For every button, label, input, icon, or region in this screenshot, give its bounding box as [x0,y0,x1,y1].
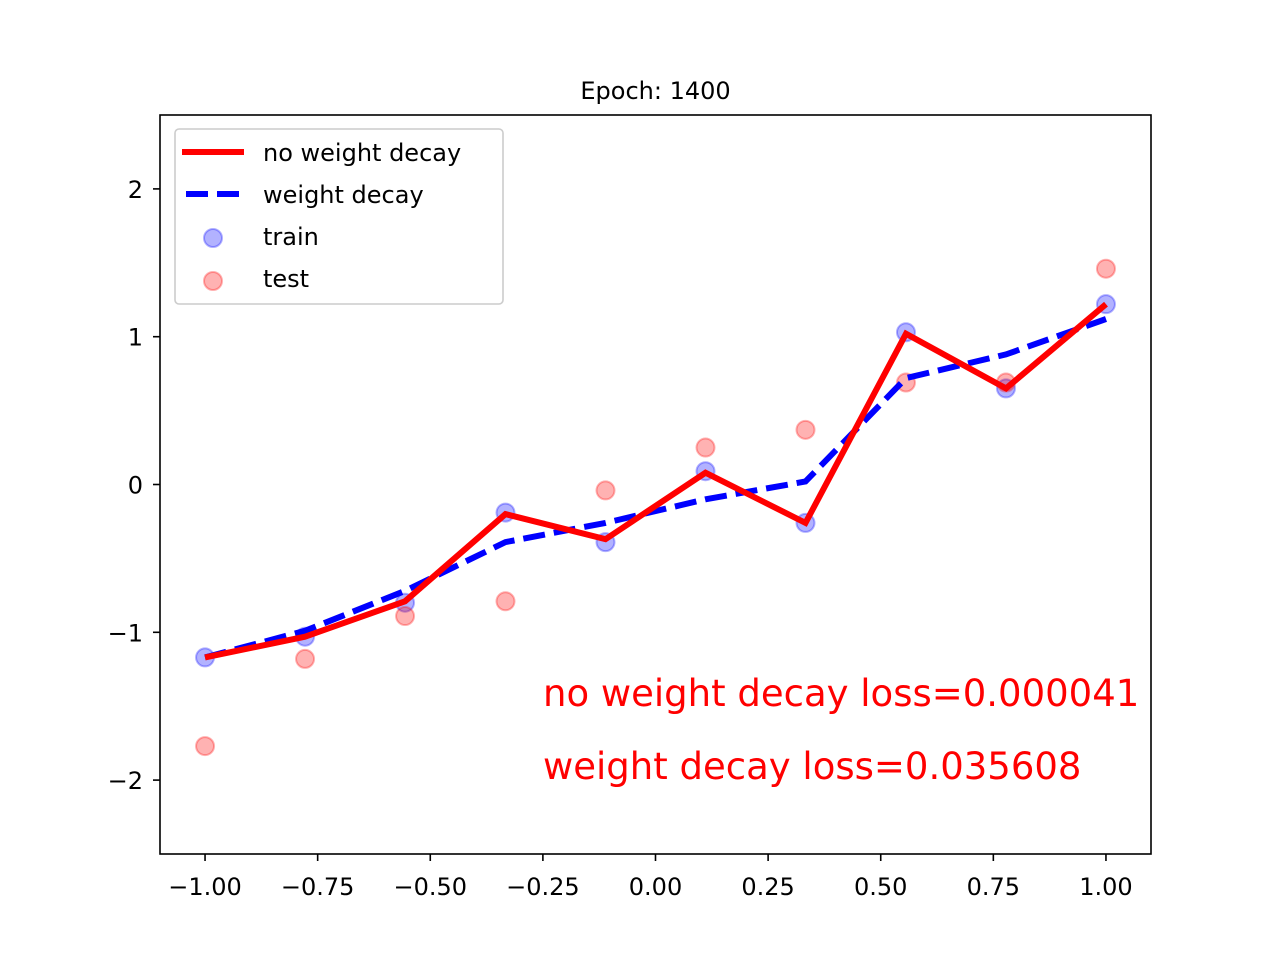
y-tick-label: −2 [108,767,143,795]
x-tick-label: 0.00 [629,873,682,901]
series-train-points [195,294,1116,668]
y-tick-label: −1 [108,619,143,647]
loss-annotation-no-weight-decay: no weight decay loss=0.000041 [543,672,1139,715]
x-tick-label: −0.75 [281,873,355,901]
y-tick-label: 0 [128,472,143,500]
series-line-weight-decay [204,316,1108,661]
legend-box [174,128,504,305]
x-tick-label: 0.50 [854,873,907,901]
y-tick-label: 1 [128,324,143,352]
series-test-points [195,258,1116,757]
x-tick-label: −0.25 [506,873,580,901]
legend-label-train: train [263,223,319,251]
series-line-no-weight-decay [204,301,1108,661]
test-point [595,480,616,501]
test-point [295,648,316,669]
legend-marker-train [203,228,223,248]
legend-label-no-weight-decay: no weight decay [263,139,461,167]
test-point [695,437,716,458]
x-tick-label: −1.00 [168,873,242,901]
test-point [195,736,216,757]
test-point [795,419,816,440]
x-tick-label: 0.75 [967,873,1020,901]
plot-area [195,258,1116,757]
chart-title: Epoch: 1400 [580,77,730,105]
x-tick-label: −0.50 [393,873,467,901]
x-tick-label: 0.25 [741,873,794,901]
loss-annotation-weight-decay: weight decay loss=0.035608 [543,745,1081,788]
test-point [395,606,416,627]
axis-ticks: −1.00 −0.75 −0.50 −0.25 0.00 0.25 0.50 0.75 1.00… [108,176,1133,901]
test-point [1095,258,1116,279]
y-tick-label: 2 [128,176,143,204]
test-point [495,591,516,612]
legend: no weight decay weight decay train test [174,128,504,305]
legend-label-test: test [263,265,309,293]
axes-frame [159,114,1152,855]
legend-marker-test [203,271,223,291]
legend-label-weight-decay: weight decay [263,181,424,209]
x-tick-label: 1.00 [1079,873,1132,901]
